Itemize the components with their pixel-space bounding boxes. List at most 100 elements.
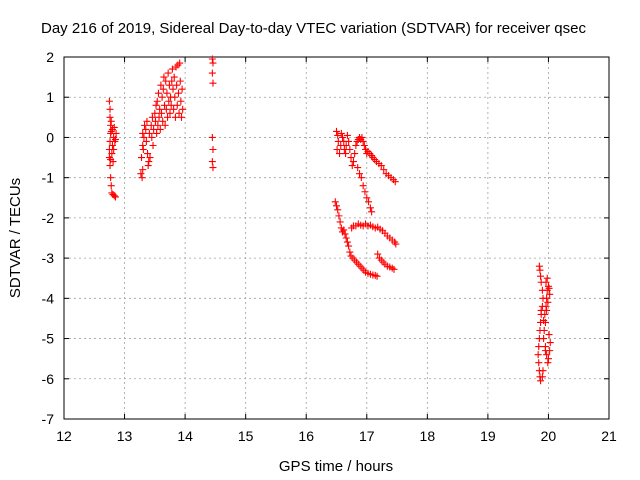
data-point <box>209 146 217 154</box>
y-axis-label: SDTVAR / TECUs <box>7 178 24 298</box>
plot-frame <box>63 56 610 420</box>
data-point <box>541 318 549 326</box>
data-point <box>164 113 172 121</box>
data-point <box>162 77 170 85</box>
data-point <box>139 146 147 154</box>
x-tick-label: 13 <box>117 428 133 444</box>
data-point <box>346 248 354 256</box>
x-tick-label: 15 <box>238 428 254 444</box>
data-point <box>543 294 551 302</box>
data-point <box>107 117 115 125</box>
data-point <box>173 101 181 109</box>
data-point <box>359 182 367 190</box>
x-tick-label: 16 <box>298 428 314 444</box>
data-point <box>365 198 373 206</box>
data-point <box>363 194 371 202</box>
data-point <box>105 97 113 105</box>
data-point <box>176 77 184 85</box>
data-point <box>537 306 545 314</box>
data-point <box>148 133 156 141</box>
data-point <box>157 81 165 89</box>
data-point <box>107 121 115 129</box>
data-point <box>144 150 152 158</box>
data-point <box>348 162 356 170</box>
x-tick-label: 14 <box>177 428 193 444</box>
data-point <box>138 174 146 182</box>
data-point <box>546 290 554 298</box>
data-point <box>165 97 173 105</box>
data-point <box>346 146 354 154</box>
data-point <box>540 335 548 343</box>
data-point <box>161 101 169 109</box>
data-point <box>165 81 173 89</box>
data-point <box>177 97 185 105</box>
data-point <box>342 150 350 158</box>
x-tick-label: 21 <box>601 428 617 444</box>
y-tick-label: -3 <box>42 250 55 266</box>
data-point <box>143 117 151 125</box>
data-point <box>107 174 115 182</box>
data-point <box>544 298 552 306</box>
data-point <box>543 351 551 359</box>
data-point <box>170 105 178 113</box>
data-point <box>336 150 344 158</box>
data-point <box>168 65 176 73</box>
x-tick-label: 19 <box>480 428 496 444</box>
data-point <box>536 266 544 274</box>
data-point <box>392 240 400 248</box>
data-point <box>162 105 170 113</box>
data-point <box>175 109 183 117</box>
data-point <box>343 238 351 246</box>
data-point <box>535 262 543 270</box>
data-point <box>177 113 185 121</box>
data-point <box>111 193 119 201</box>
chart-title: Day 216 of 2019, Sidereal Day-to-day VTE… <box>41 20 586 37</box>
y-tick-label: -4 <box>42 290 55 306</box>
data-point <box>361 188 369 196</box>
data-point <box>342 141 350 149</box>
data-point <box>535 343 543 351</box>
data-point <box>345 137 353 145</box>
data-point <box>142 137 150 145</box>
data-point <box>174 89 182 97</box>
data-point <box>163 89 171 97</box>
data-point <box>167 101 175 109</box>
x-tick-label: 12 <box>56 428 72 444</box>
data-point <box>542 278 550 286</box>
data-point <box>390 265 398 273</box>
data-point <box>537 377 545 385</box>
data-point <box>209 79 217 87</box>
data-point <box>107 156 115 164</box>
data-point <box>360 141 368 149</box>
data-point <box>149 141 157 149</box>
data-point <box>543 274 551 282</box>
data-point <box>336 218 344 226</box>
data-point <box>540 327 548 335</box>
data-point <box>139 166 147 174</box>
data-point <box>374 250 382 258</box>
data-point <box>142 125 150 133</box>
data-point <box>352 141 360 149</box>
data-point <box>161 121 169 129</box>
data-point <box>139 141 147 149</box>
data-point <box>106 162 114 170</box>
data-point <box>179 105 187 113</box>
grid-lines <box>64 57 609 419</box>
data-point <box>112 129 120 137</box>
data-point <box>171 113 179 121</box>
data-point <box>541 347 549 355</box>
data-point <box>151 109 159 117</box>
data-point <box>150 125 158 133</box>
data-point <box>337 129 345 137</box>
data-point <box>171 93 179 101</box>
data-point <box>354 164 362 172</box>
data-point <box>345 242 353 250</box>
y-tick-label: -2 <box>42 210 55 226</box>
data-point <box>155 113 163 121</box>
data-point <box>545 331 553 339</box>
data-point <box>539 367 547 375</box>
data-point <box>141 121 149 129</box>
y-tick-label: 0 <box>46 129 54 145</box>
data-point <box>545 284 553 292</box>
data-point <box>111 135 119 143</box>
